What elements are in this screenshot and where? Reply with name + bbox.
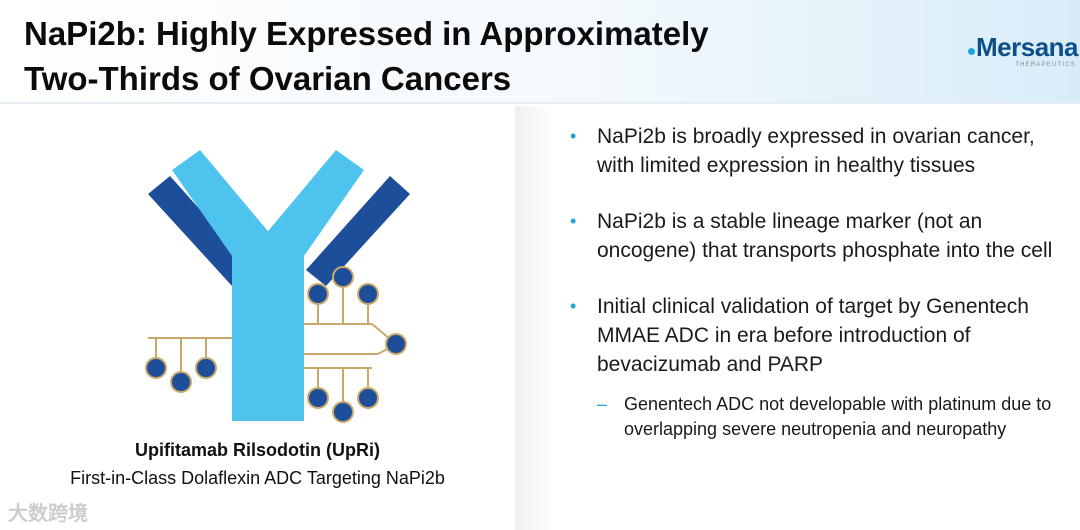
page-title-line-1: NaPi2b: Highly Expressed in Approximatel…	[24, 15, 709, 52]
bullet-text: NaPi2b is a stable lineage marker (not a…	[597, 210, 1053, 262]
bullet-dot-icon: •	[570, 126, 577, 146]
bullet-item: • NaPi2b is broadly expressed in ovarian…	[570, 122, 1070, 180]
right-fab-tip	[306, 176, 410, 286]
watermark: 大数跨境	[8, 503, 88, 525]
bullet-text: NaPi2b is broadly expressed in ovarian c…	[597, 125, 1035, 177]
bullet-item: • NaPi2b is a stable lineage marker (not…	[570, 207, 1070, 265]
bullet-item: • Initial clinical validation of target …	[570, 292, 1070, 379]
sub-bullet-text: Genentech ADC not developable with plati…	[624, 394, 1052, 439]
bullet-dot-icon: •	[570, 296, 577, 316]
mersana-logo: Mersana THERAPEUTICS	[968, 32, 1079, 72]
antibody-stem	[232, 256, 304, 421]
title-bar: NaPi2b: Highly Expressed in Approximatel…	[0, 0, 1080, 104]
figure-caption-title: Upifitamab Rilsodotin (UpRi)	[135, 440, 380, 460]
logo-subtext: THERAPEUTICS	[1015, 62, 1076, 68]
figure-panel: Upifitamab Rilsodotin (UpRi) First-in-Cl…	[0, 106, 515, 530]
bullet-list: • NaPi2b is broadly expressed in ovarian…	[570, 122, 1070, 442]
sub-bullet-item: – Genentech ADC not developable with pla…	[597, 392, 1070, 442]
logo-text: Mersana	[976, 32, 1079, 62]
logo-dot-icon	[968, 48, 975, 55]
dash-icon: –	[597, 394, 608, 414]
antibody-drug-conjugate-icon	[145, 150, 410, 423]
left-fab-tip	[148, 176, 254, 286]
bullet-text: Initial clinical validation of target by…	[597, 295, 1029, 376]
page-title: NaPi2b: Highly Expressed in Approximatel…	[24, 11, 824, 101]
page-title-line-2: Two-Thirds of Ovarian Cancers	[24, 60, 512, 97]
figure-caption-subtitle: First-in-Class Dolaflexin ADC Targeting …	[70, 468, 445, 488]
payload-dots	[145, 266, 407, 423]
bullet-dot-icon: •	[570, 211, 577, 231]
panel-divider	[515, 106, 555, 530]
